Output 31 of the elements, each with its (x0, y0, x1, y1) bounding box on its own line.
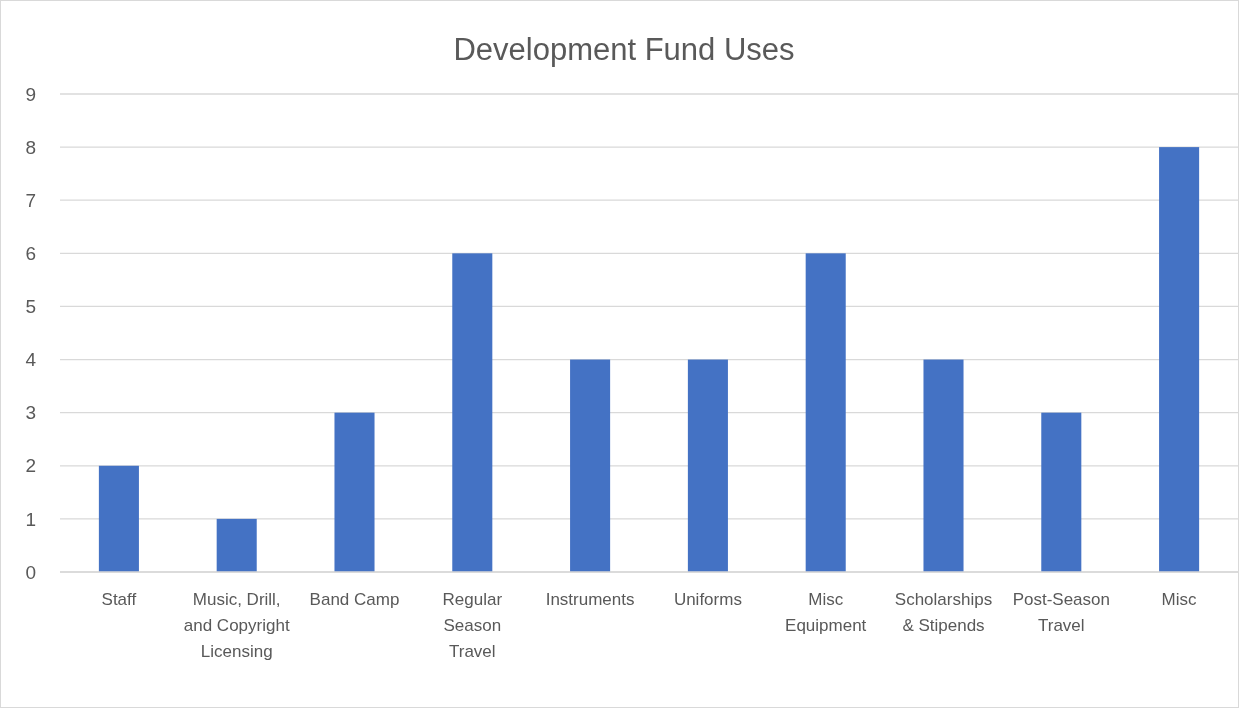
x-tick-label: Post-Season Travel (1012, 590, 1110, 635)
y-tick-label: 8 (25, 136, 36, 158)
y-tick-label: 1 (25, 508, 36, 530)
bar (923, 359, 964, 572)
y-tick-label: 7 (25, 189, 36, 211)
bar (687, 359, 728, 572)
y-tick-label: 3 (25, 402, 36, 424)
x-tick-label: Scholarships & Stipends (894, 590, 993, 635)
bar (216, 518, 257, 572)
chart-title: Development Fund Uses (453, 32, 795, 67)
x-tick-label: Misc (1161, 590, 1198, 609)
x-tick-label: Staff (101, 590, 137, 609)
bar (805, 253, 846, 572)
bar (452, 253, 493, 572)
y-tick-label: 2 (25, 455, 36, 477)
x-tick-label: Regular Season Travel (442, 590, 503, 661)
bar (98, 465, 139, 572)
bar (570, 359, 611, 572)
bar (1159, 147, 1200, 572)
x-tick-label: Music, Drill, and Copyright Licensing (183, 590, 290, 661)
y-tick-label: 5 (25, 296, 36, 318)
y-tick-label: 6 (25, 242, 36, 264)
y-tick-label: 9 (25, 83, 36, 105)
x-tick-label: Misc Equipment (785, 590, 867, 635)
bar (1041, 412, 1082, 572)
x-tick-label: Instruments (545, 590, 635, 609)
bar (334, 412, 375, 572)
x-tick-label: Uniforms (673, 590, 742, 609)
x-tick-label: Band Camp (309, 590, 400, 609)
y-tick-label: 0 (25, 561, 36, 583)
y-tick-label: 4 (25, 349, 37, 371)
